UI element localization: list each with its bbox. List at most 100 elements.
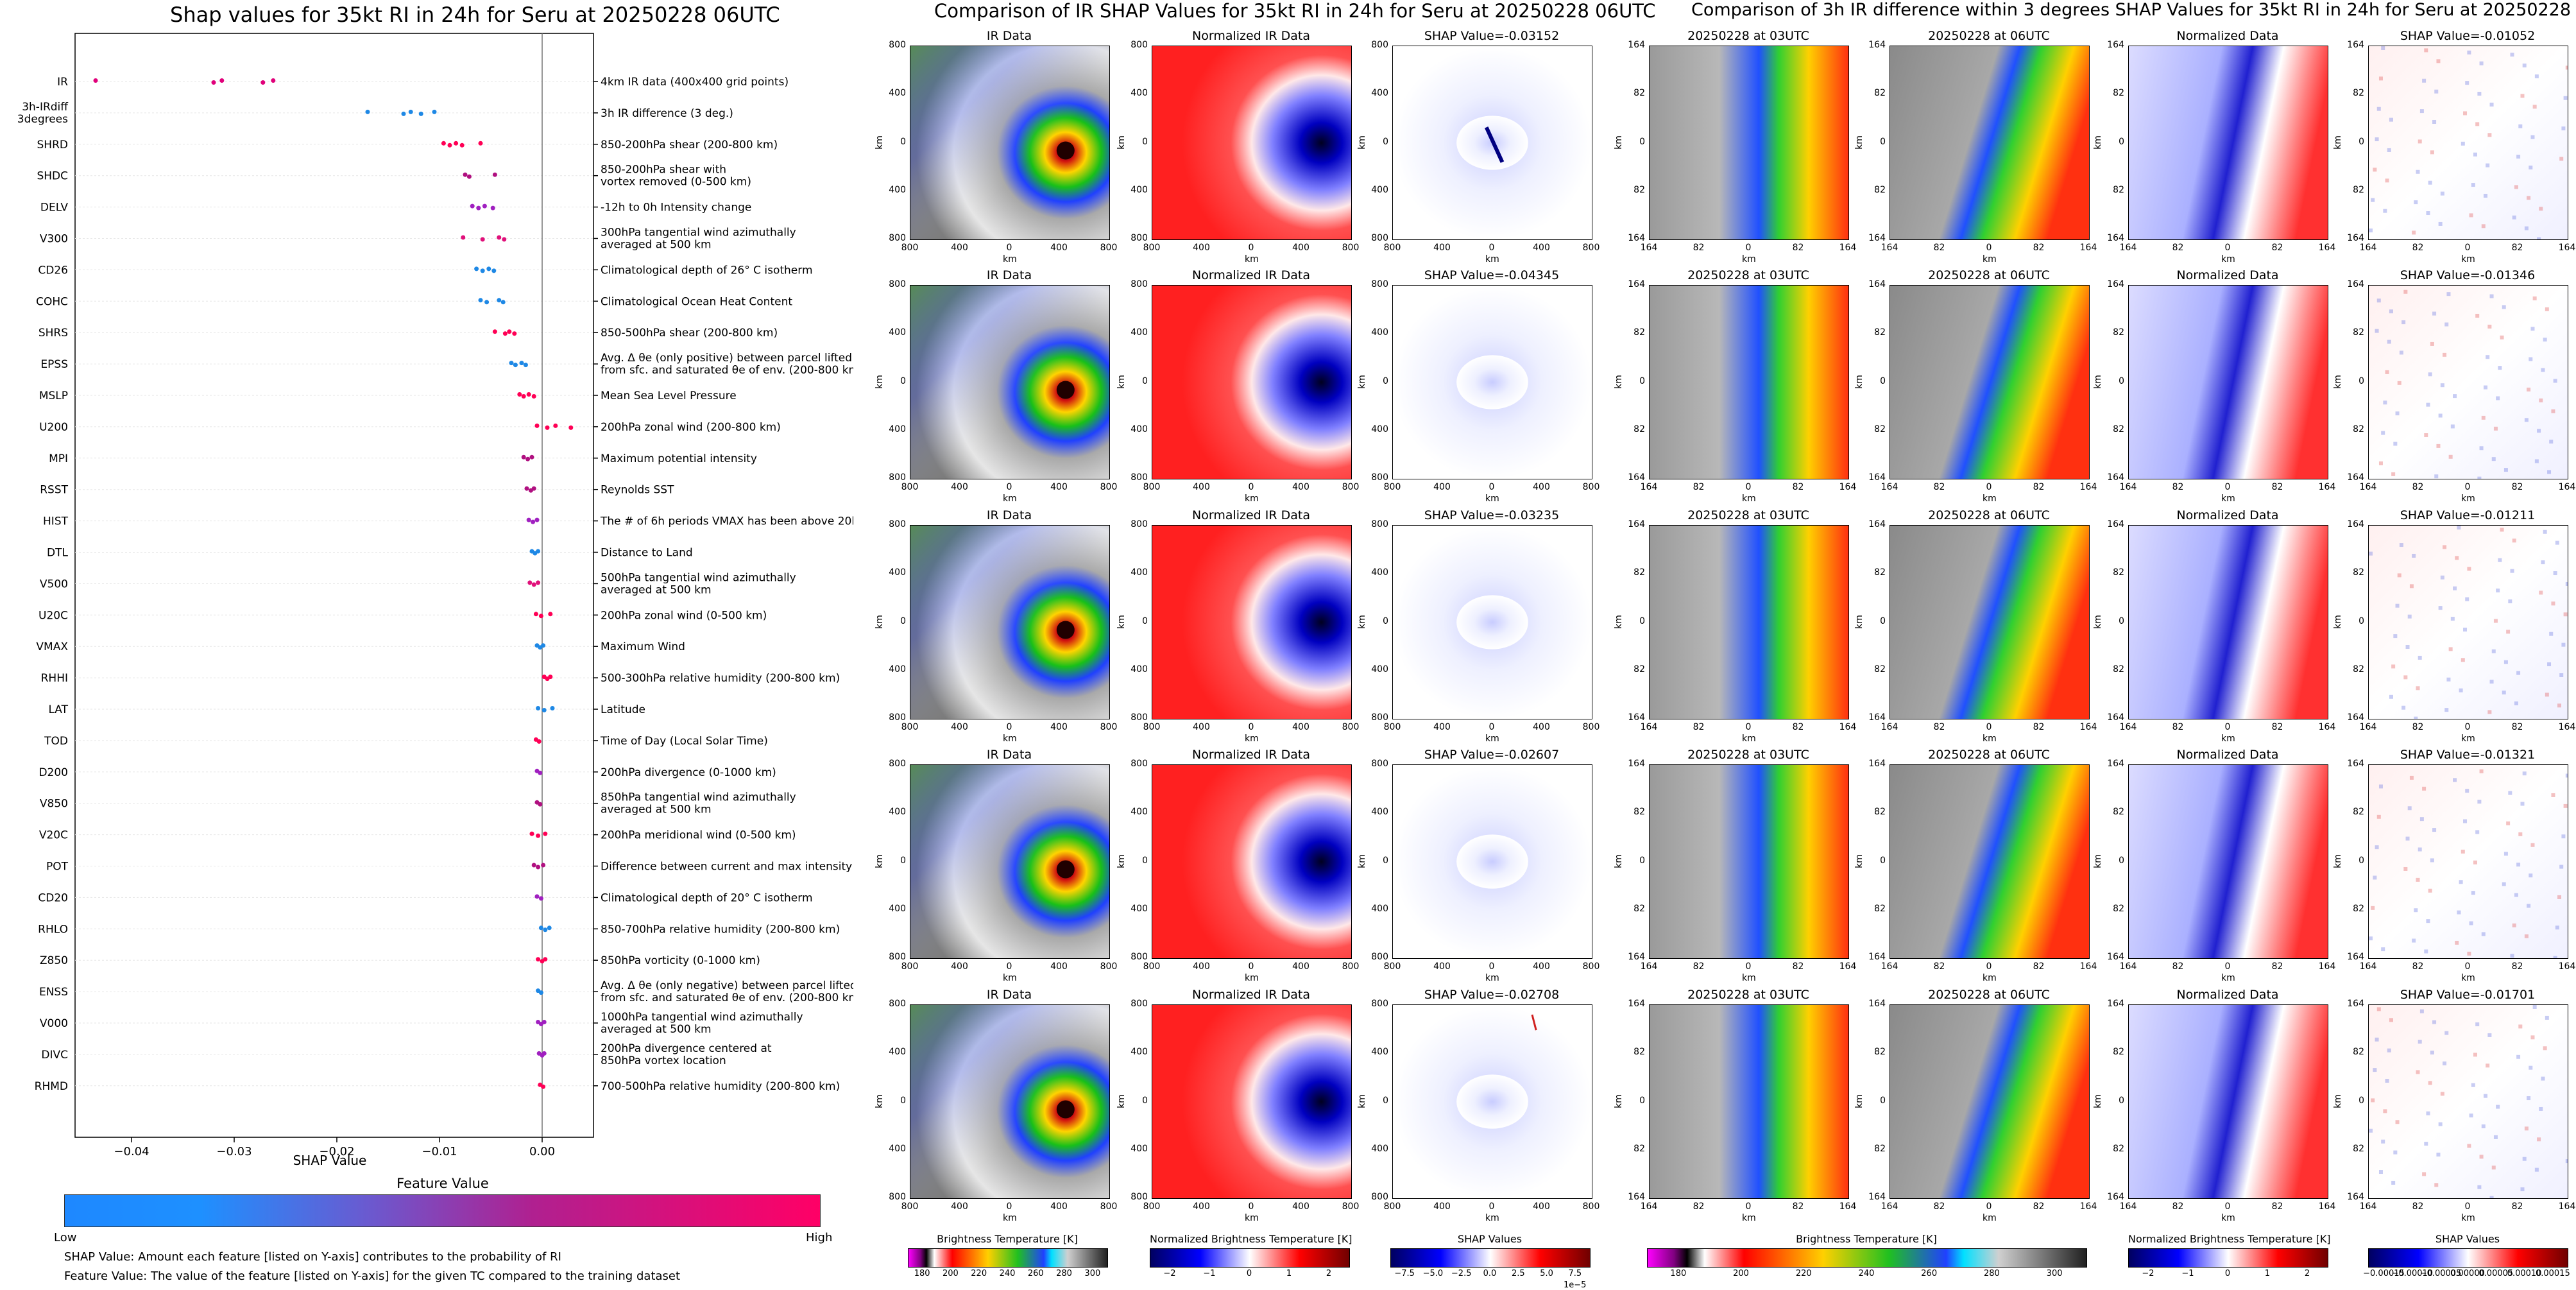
y-tick-label: 400 — [1371, 424, 1388, 434]
x-tick-label: 0 — [1986, 482, 1992, 492]
x-tick-label: 164 — [1839, 961, 1857, 972]
x-tick-label: 800 — [1582, 243, 1600, 253]
y-tick-label: 164 — [2347, 1192, 2364, 1202]
shap-point — [543, 831, 548, 836]
x-axis-label: km — [1003, 734, 1017, 744]
x-axis-ticks: −0.04 −0.03 −0.02 −0.01 0.00 — [114, 1137, 555, 1158]
x-tick-label: 82 — [1693, 243, 1705, 253]
y-tick-label: 400 — [1371, 1143, 1388, 1154]
x-axis-label: km — [1003, 494, 1017, 504]
x-tick-label: 164 — [2119, 961, 2137, 972]
y-tick-label: 164 — [2347, 233, 2364, 243]
panel-title: IR Data — [986, 268, 1032, 282]
shap-point — [543, 927, 548, 933]
d2-panel — [1889, 764, 2090, 959]
x-tick-label: 0 — [1248, 482, 1254, 492]
x-tick-label: −0.03 — [216, 1145, 252, 1158]
y-tick-label: 0 — [2358, 136, 2364, 147]
x-tick-label: 82 — [1792, 482, 1804, 492]
shap-point — [418, 111, 423, 116]
x-tick-label: 0 — [2224, 961, 2231, 972]
feature-name: V850 — [40, 798, 68, 811]
shap-point — [533, 612, 538, 617]
x-tick-label: 82 — [2172, 961, 2184, 972]
y-tick-label: 164 — [1628, 233, 1645, 243]
y-tick-label: 82 — [2353, 88, 2364, 99]
d1-panel — [1649, 1004, 1849, 1199]
y-tick-label: 164 — [2107, 233, 2124, 243]
feature-name: Z850 — [40, 954, 68, 967]
x-axis-label: km — [1983, 973, 1997, 983]
x-tick-label: 82 — [2172, 243, 2184, 253]
x-tick-label: 0 — [1745, 722, 1752, 732]
feature-description: Climatological Ocean Heat Content — [601, 295, 792, 308]
y-tick-label: 800 — [1371, 472, 1388, 483]
x-tick-label: 0 — [1745, 482, 1752, 492]
x-tick-label: 82 — [2412, 243, 2424, 253]
x-tick-label: 800 — [1342, 961, 1360, 972]
y-axis-label: km — [2332, 854, 2343, 868]
y-tick-label: 800 — [889, 952, 906, 962]
colorbar-tick: 180 — [1670, 1269, 1687, 1278]
x-tick-label: 800 — [1383, 722, 1401, 732]
y-tick-label: 164 — [1868, 519, 1886, 529]
colorbar-tick: 200 — [1733, 1269, 1749, 1278]
shap-point — [507, 329, 512, 334]
panel-title: 20250228 at 03UTC — [1687, 29, 1809, 43]
shap-point — [529, 831, 534, 836]
x-tick-label: 82 — [2271, 961, 2283, 972]
ir-panel — [910, 285, 1110, 479]
x-tick-label: 0 — [2464, 722, 2471, 732]
x-tick-label: 82 — [2412, 722, 2424, 732]
x-tick-label: 164 — [2558, 1201, 2576, 1212]
y-tick-label: 400 — [1130, 567, 1148, 578]
y-axis-label: km — [2092, 854, 2103, 868]
x-tick-label: 800 — [1383, 1201, 1401, 1212]
x-tick-label: 400 — [1050, 1201, 1068, 1212]
y-tick-label: 800 — [1371, 952, 1388, 962]
feature-name: 3degrees — [17, 113, 68, 126]
feature-description: 850-200hPa shear (200-800 km) — [601, 139, 778, 151]
x-tick-label: 82 — [2412, 482, 2424, 492]
panel-title: 20250228 at 03UTC — [1687, 268, 1809, 282]
y-tick-label: 800 — [1130, 712, 1148, 723]
d3-panel — [2128, 46, 2328, 240]
y-tick-label: 0 — [2358, 855, 2364, 866]
shap-note-line2: Feature Value: The value of the feature … — [64, 1269, 681, 1283]
x-tick-label: 82 — [1693, 722, 1705, 732]
x-tick-label: 800 — [1143, 482, 1161, 492]
y-axis-label: km — [1356, 135, 1367, 150]
x-tick-label: 800 — [1582, 1201, 1600, 1212]
y-tick-label: 0 — [1142, 375, 1148, 386]
y-tick-label: 800 — [889, 519, 906, 529]
ir-panel — [910, 764, 1110, 959]
y-tick-label: 164 — [2107, 472, 2124, 483]
y-axis-label: km — [874, 135, 885, 150]
y-tick-label: 82 — [1874, 903, 1886, 914]
y-tick-label: 82 — [2353, 903, 2364, 914]
panel-title: IR Data — [986, 748, 1032, 762]
shap-point — [478, 141, 483, 146]
x-tick-label: 82 — [2271, 722, 2283, 732]
shap-point — [476, 205, 481, 211]
feature-description: 850hPa tangential wind azimuthally — [601, 791, 796, 804]
x-tick-label: 0 — [1006, 961, 1012, 972]
x-tick-label: 0 — [2224, 243, 2231, 253]
dshap-panel — [2368, 525, 2568, 719]
y-tick-label: 164 — [2347, 519, 2364, 529]
y-tick-label: 82 — [2113, 903, 2124, 914]
y-tick-label: 0 — [1880, 136, 1886, 147]
shap-point — [548, 675, 553, 680]
y-tick-label: 0 — [1639, 1095, 1645, 1106]
panel-title: SHAP Value=-0.01052 — [2400, 29, 2536, 43]
feature-value-colorbar-title: Feature Value — [397, 1176, 489, 1191]
feature-description: averaged at 500 km — [601, 583, 712, 596]
y-tick-label: 82 — [2353, 664, 2364, 675]
y-tick-label: 82 — [2353, 327, 2364, 338]
panel-title: IR Data — [986, 988, 1032, 1002]
shap-point — [271, 78, 276, 83]
feature-name: U20C — [38, 609, 68, 622]
colorbar-tick: −0.00010 — [2391, 1269, 2434, 1278]
